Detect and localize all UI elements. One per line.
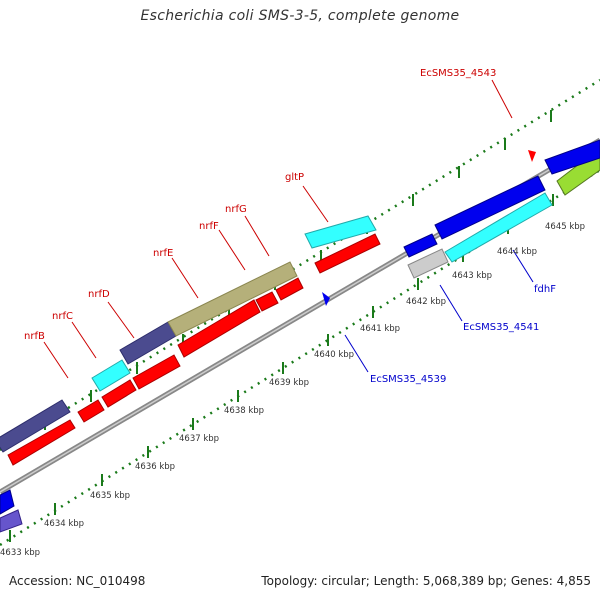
gene-grey[interactable]	[407, 248, 449, 279]
gene-label: EcSMS35_4541	[463, 322, 539, 333]
gene-red-arrow[interactable]	[132, 354, 181, 390]
gene-label: nrfD	[88, 289, 110, 300]
kbp-label: 4645 kbp	[545, 222, 585, 232]
kbp-label: 4642 kbp	[406, 297, 446, 307]
gene-label: EcSMS35_4539	[370, 374, 446, 385]
gene-blue-left[interactable]	[0, 489, 15, 515]
leader-nrfB	[43, 341, 69, 379]
leader-gltP	[302, 185, 329, 223]
genome-summary-text: Topology: circular; Length: 5,068,389 bp…	[261, 574, 591, 588]
gene-fdhF[interactable]	[444, 192, 553, 263]
kbp-label: 4635 kbp	[90, 491, 130, 501]
outer-tick-ring	[0, 78, 600, 452]
leader-EcSMS35_4539	[344, 334, 369, 373]
gene-EcSMS35_4541[interactable]	[403, 233, 438, 258]
inner-tick-ring	[0, 168, 600, 547]
kbp-label: 4633 kbp	[0, 548, 40, 558]
gene-label: nrfB	[24, 331, 45, 342]
gene-label: fdhF	[534, 284, 556, 295]
kbp-label: 4643 kbp	[452, 271, 492, 281]
leader-nrfF	[218, 229, 246, 271]
kbp-label: 4637 kbp	[179, 434, 219, 444]
gene-label: nrfG	[225, 204, 247, 215]
diagram-title: Escherichia coli SMS-3-5, complete genom…	[140, 8, 460, 24]
red-leaders	[43, 79, 513, 379]
trna-mark-red[interactable]	[528, 150, 536, 162]
gene-label: nrfE	[153, 248, 173, 259]
trna-mark-blue[interactable]	[322, 292, 330, 306]
gene-slate-nrfB-region[interactable]	[0, 399, 71, 453]
leader-nrfG	[244, 215, 270, 257]
gene-red-arrow[interactable]	[314, 233, 381, 274]
gene-gltP[interactable]	[304, 215, 377, 249]
gene-purple-left[interactable]	[0, 509, 23, 533]
gene-label: nrfC	[52, 311, 73, 322]
kbp-label: 4639 kbp	[269, 378, 309, 388]
gene-red-arrow[interactable]	[101, 379, 137, 408]
gene-red-arrow[interactable]	[255, 291, 279, 312]
gene-nrfD[interactable]	[119, 321, 177, 365]
leader-nrfC	[71, 321, 97, 359]
kbp-label: 4634 kbp	[44, 519, 84, 529]
leader-EcSMS35_4543	[491, 79, 513, 119]
kbp-label: 4636 kbp	[135, 462, 175, 472]
leader-nrfD	[107, 301, 135, 339]
gene-red-arrow[interactable]	[177, 299, 261, 358]
leader-EcSMS35_4541	[439, 284, 463, 322]
leader-fdhF	[512, 249, 534, 283]
kbp-label: 4640 kbp	[314, 350, 354, 360]
gene-label: gltP	[285, 172, 304, 183]
gene-nrfA[interactable]	[7, 419, 76, 466]
gene-nrfC[interactable]	[91, 359, 131, 392]
kbp-label: 4638 kbp	[224, 406, 264, 416]
gene-nrfE[interactable]	[167, 261, 298, 337]
gene-EcSMS35_4543[interactable]	[434, 175, 546, 240]
leader-nrfE	[171, 257, 199, 299]
gene-blue-top[interactable]	[544, 139, 600, 175]
kbp-label: 4641 kbp	[360, 324, 400, 334]
blue-leaders	[344, 249, 534, 373]
accession-text: Accession: NC_010498	[9, 574, 146, 588]
gene-red-arrow[interactable]	[77, 399, 105, 423]
gene-red-arrow[interactable]	[275, 277, 304, 301]
gene-label: nrfF	[199, 221, 219, 232]
gene-label: EcSMS35_4543	[420, 68, 496, 79]
kbp-label: 4644 kbp	[497, 247, 537, 257]
